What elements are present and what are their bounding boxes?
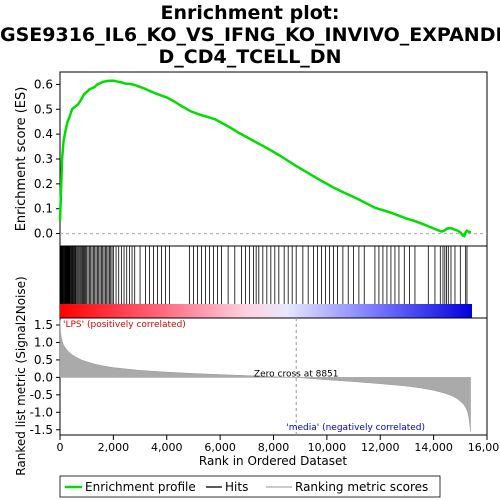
es-y-tick-label: 0.4 xyxy=(34,127,53,141)
es-y-tick-label: 0.5 xyxy=(34,102,53,116)
x-tick-label: 6,000 xyxy=(204,441,236,454)
x-tick-label: 0 xyxy=(57,441,64,454)
x-tick-label: 14,000 xyxy=(414,441,453,454)
x-tick-label: 4,000 xyxy=(151,441,183,454)
x-axis-label: Rank in Ordered Dataset xyxy=(199,454,347,468)
legend-label-metric: Ranking metric scores xyxy=(295,480,428,494)
es-y-tick-label: 0.0 xyxy=(34,227,53,241)
metric-y-tick-label: 0.5 xyxy=(34,353,53,367)
metric-y-axis-label: Ranked list metric (Signal2Noise) xyxy=(14,276,28,475)
rank-color-bar xyxy=(60,304,472,318)
chart-title-line-1: Enrichment plot: xyxy=(160,2,340,24)
metric-y-tick-label: 1.5 xyxy=(34,318,53,332)
es-y-tick-label: 0.2 xyxy=(34,177,53,191)
negative-correlation-label: 'media' (negatively correlated) xyxy=(286,423,425,433)
x-tick-label: 12,000 xyxy=(361,441,400,454)
es-y-tick-label: 0.6 xyxy=(34,77,53,91)
es-y-tick-label: 0.1 xyxy=(34,202,53,216)
metric-y-tick-label: 1.0 xyxy=(34,335,53,349)
zero-cross-label: Zero cross at 8851 xyxy=(254,369,339,379)
legend: Enrichment profile Hits Ranking metric s… xyxy=(59,475,441,498)
metric-y-tick-label: 0.0 xyxy=(34,370,53,384)
x-tick-label: 10,000 xyxy=(308,441,347,454)
x-tick-label: 8,000 xyxy=(258,441,290,454)
enrichment-profile-line xyxy=(58,79,472,238)
metric-y-tick-label: -1.0 xyxy=(30,405,53,419)
legend-label-enrichment: Enrichment profile xyxy=(85,480,196,494)
x-tick-label: 2,000 xyxy=(98,441,130,454)
metric-y-tick-label: -1.5 xyxy=(30,423,53,437)
x-tick-label: 16,000 xyxy=(468,441,500,454)
es-y-axis-label: Enrichment score (ES) xyxy=(14,87,29,232)
legend-box xyxy=(59,475,441,498)
metric-y-tick-label: -0.5 xyxy=(30,388,53,402)
chart-title-line-2: GSE9316_IL6_KO_VS_IFNG_KO_INVIVO_EXPANDE xyxy=(0,24,500,46)
chart-title: Enrichment plot: GSE9316_IL6_KO_VS_IFNG_… xyxy=(0,2,500,68)
ranking-metric-area xyxy=(59,319,471,432)
es-panel-frame xyxy=(59,71,488,247)
legend-label-hits: Hits xyxy=(225,480,248,494)
es-y-tick-label: 0.3 xyxy=(34,152,53,166)
chart-title-line-3: D_CD4_TCELL_DN xyxy=(158,46,342,68)
positive-correlation-label: 'LPS' (positively correlated) xyxy=(63,320,186,330)
